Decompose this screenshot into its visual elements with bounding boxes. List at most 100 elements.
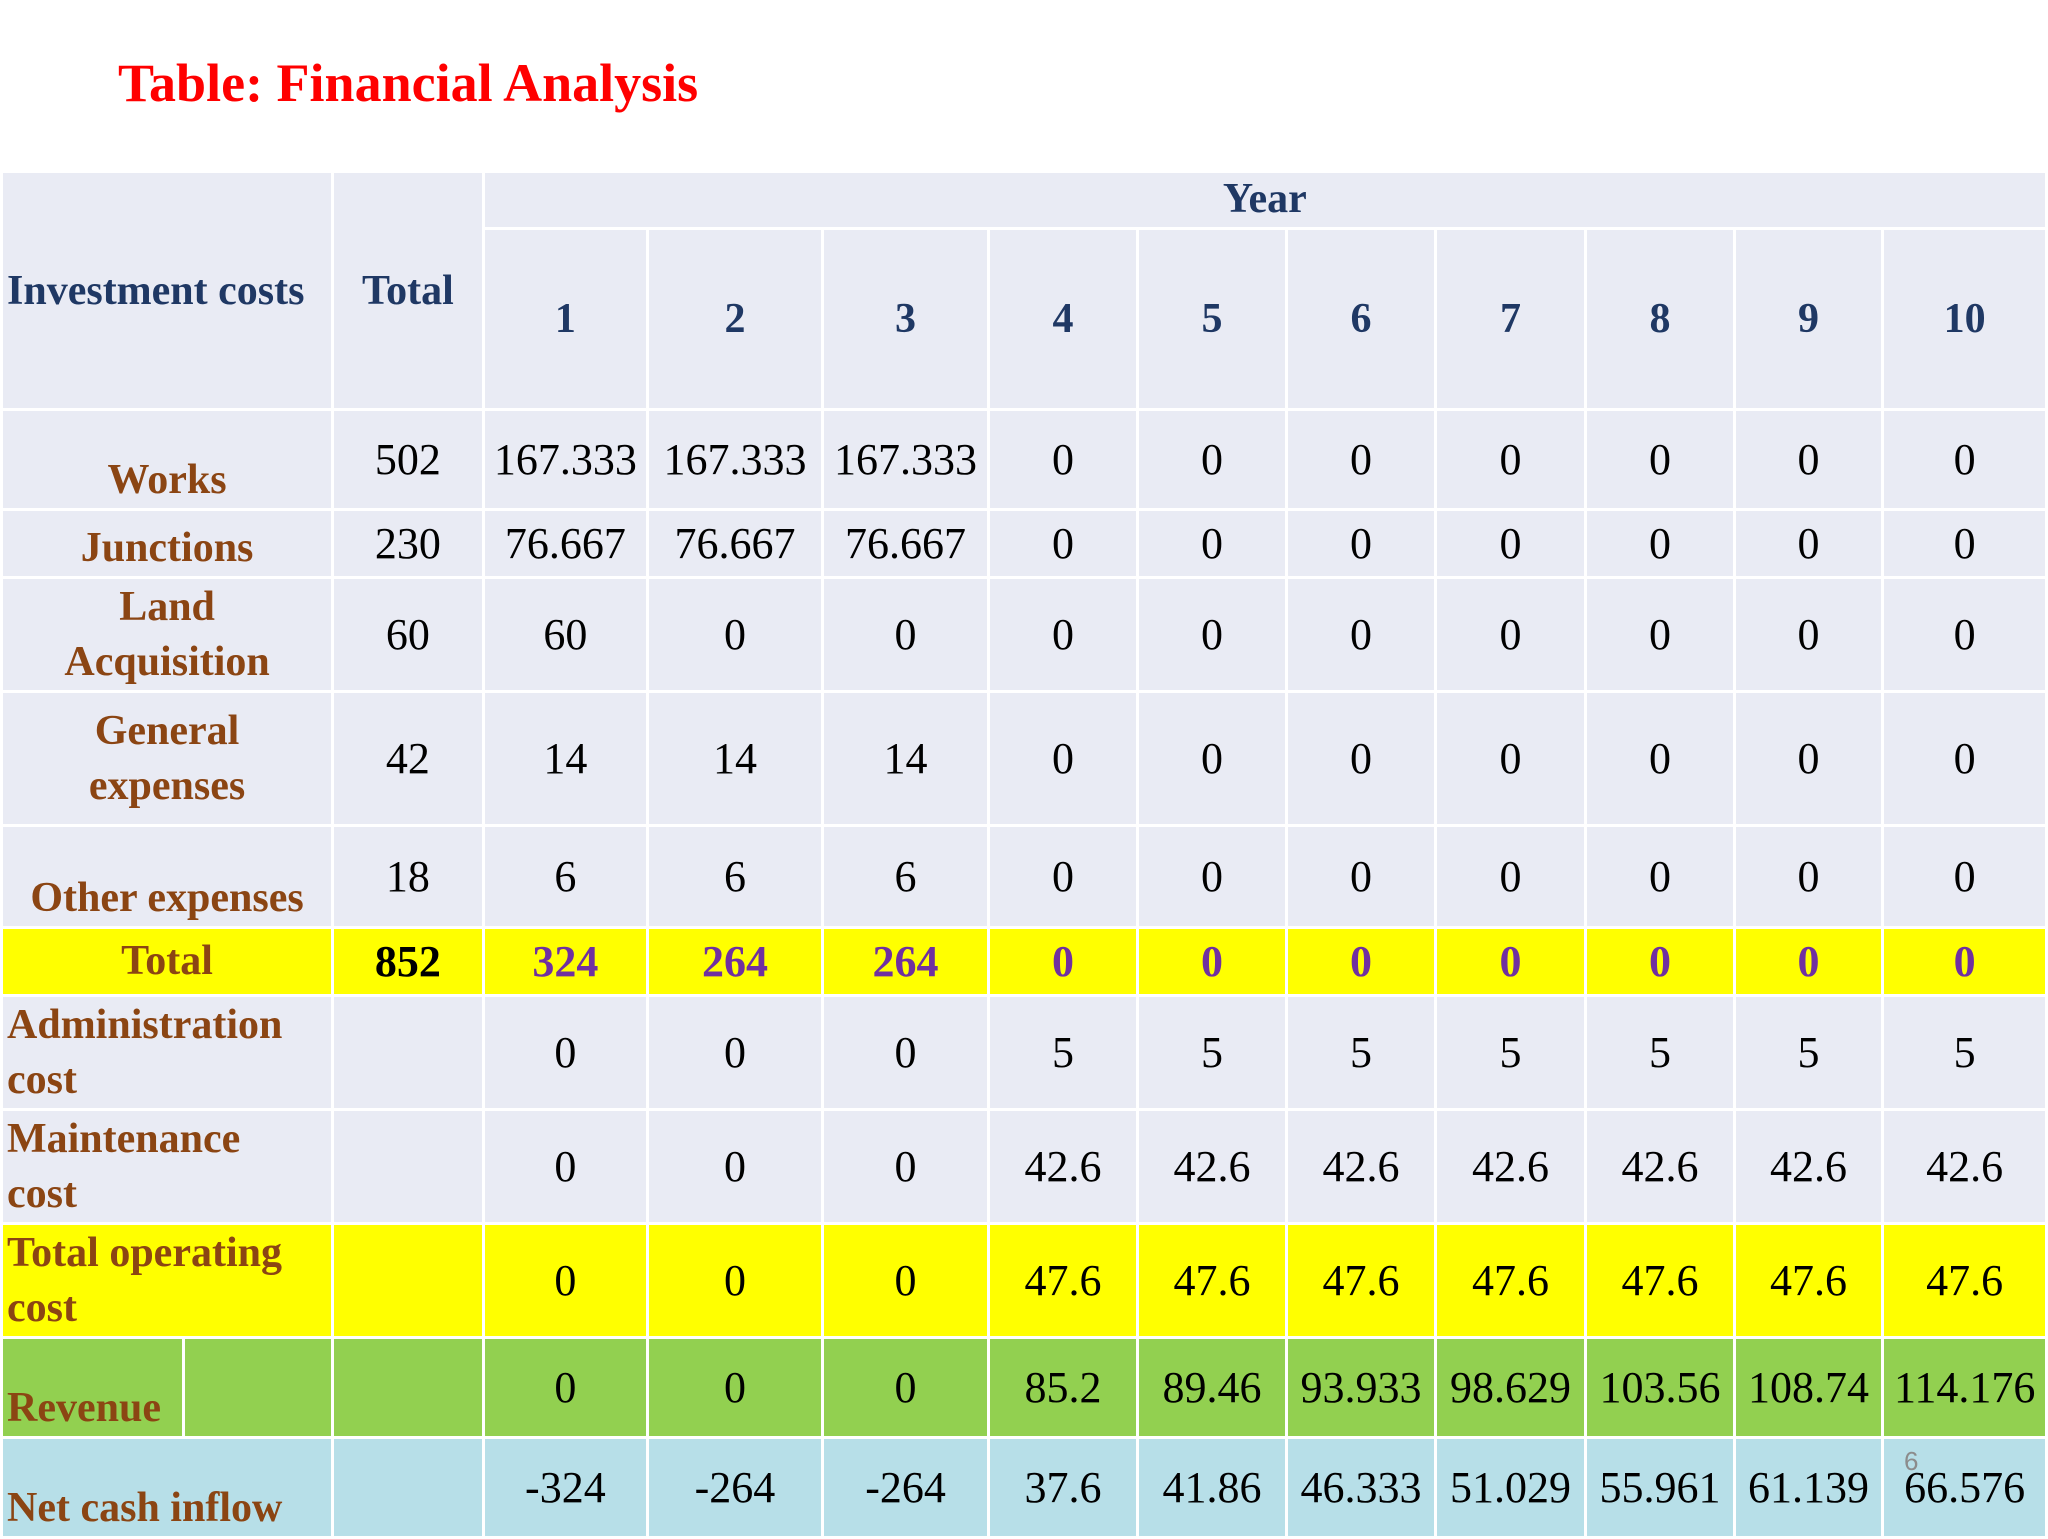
value-cell: 0 (1584, 508, 1736, 579)
row-label-revenue: Revenue (0, 1336, 185, 1439)
value-cell: 0 (987, 824, 1139, 929)
value-cell: 0 (1135, 926, 1289, 997)
table-row-land-acquisition: Land Acquisition 60 60 0 0 0 0 0 0 0 0 0 (0, 576, 2048, 693)
year-header-10: 10 (1881, 227, 2048, 411)
value-cell: 42.6 (1584, 1108, 1736, 1225)
row-label-total: Total (0, 926, 335, 997)
total-cell: 230 (331, 508, 485, 579)
row-label-works: Works (0, 408, 335, 511)
value-cell: 0 (1584, 576, 1736, 693)
value-cell: 0 (1584, 824, 1736, 929)
value-cell: 42.6 (1433, 1108, 1588, 1225)
value-cell: 5 (1732, 994, 1885, 1111)
value-cell: 0 (987, 576, 1139, 693)
value-cell: 46.333 (1285, 1436, 1437, 1539)
value-cell: 47.6 (1881, 1222, 2048, 1339)
value-cell: 14 (820, 690, 991, 827)
row-label-line: Administration (7, 1001, 283, 1048)
value-cell: 66.576 (1881, 1436, 2048, 1539)
value-cell: 0 (1881, 824, 2048, 929)
total-cell (331, 1222, 485, 1339)
table-row-net-cash-inflow: Net cash inflow -324 -264 -264 37.6 41.8… (0, 1436, 2048, 1539)
value-cell: 0 (1732, 690, 1885, 827)
value-cell: 0 (1584, 926, 1736, 997)
value-cell: -324 (481, 1436, 650, 1539)
value-cell: 0 (1732, 926, 1885, 997)
row-label-line: Acquisition (64, 638, 270, 685)
value-cell: 42.6 (1135, 1108, 1289, 1225)
value-cell: 167.333 (820, 408, 991, 511)
value-cell: 324 (481, 926, 650, 997)
value-cell: 5 (1135, 994, 1289, 1111)
table-row-total: Total 852 324 264 264 0 0 0 0 0 0 0 (0, 926, 2048, 997)
table-row-maintenance-cost: Maintenance cost 0 0 0 42.6 42.6 42.6 42.… (0, 1108, 2048, 1225)
value-cell: 14 (481, 690, 650, 827)
value-cell: 0 (1135, 824, 1289, 929)
value-cell: 6 (820, 824, 991, 929)
table-row-other-expenses: Other expenses 18 6 6 6 0 0 0 0 0 0 0 (0, 824, 2048, 929)
value-cell: 0 (1881, 576, 2048, 693)
value-cell: 5 (987, 994, 1139, 1111)
value-cell: 0 (1881, 926, 2048, 997)
value-cell: 0 (1881, 408, 2048, 511)
value-cell: 0 (1732, 824, 1885, 929)
row-label-general-expenses: General expenses (0, 690, 335, 827)
value-cell: 0 (1732, 576, 1885, 693)
page-number: 6 (1904, 1446, 1919, 1476)
investment-costs-header: Investment costs (0, 170, 335, 411)
header-row-year: Investment costs Total Year (0, 170, 2048, 411)
value-cell: 0 (481, 1336, 650, 1439)
value-cell: 93.933 (1285, 1336, 1437, 1439)
value-cell: 0 (820, 1336, 991, 1439)
year-header-6: 6 (1285, 227, 1437, 411)
value-cell: 5 (1433, 994, 1588, 1111)
value-cell: 0 (1285, 408, 1437, 511)
year-header-2: 2 (646, 227, 824, 411)
value-cell: 76.667 (646, 508, 824, 579)
year-header-8: 8 (1584, 227, 1736, 411)
value-cell: 0 (1285, 508, 1437, 579)
table-row-revenue: Revenue 0 0 0 85.2 89.46 93.933 98.629 1… (0, 1336, 2048, 1439)
table-row-total-operating-cost: Total operating cost 0 0 0 47.6 47.6 47.6… (0, 1222, 2048, 1339)
value-cell: 47.6 (1433, 1222, 1588, 1339)
value-cell: 51.029 (1433, 1436, 1588, 1539)
row-label-other-expenses: Other expenses (0, 824, 335, 929)
value-cell: 108.74 (1732, 1336, 1885, 1439)
value-cell: 76.667 (820, 508, 991, 579)
value-cell: 47.6 (987, 1222, 1139, 1339)
row-label-line: General (94, 707, 240, 754)
total-cell (331, 1108, 485, 1225)
revenue-spacer-cell (181, 1336, 335, 1439)
value-cell: 0 (1881, 508, 2048, 579)
value-cell: 0 (1135, 690, 1289, 827)
value-cell: 0 (481, 1222, 650, 1339)
value-cell: 0 (1732, 408, 1885, 511)
value-cell: 0 (646, 1108, 824, 1225)
value-cell: 60 (481, 576, 650, 693)
year-header-9: 9 (1732, 227, 1885, 411)
year-header-1: 1 (481, 227, 650, 411)
table-row-junctions: Junctions 230 76.667 76.667 76.667 0 0 0… (0, 508, 2048, 579)
value-cell: 5 (1285, 994, 1437, 1111)
value-cell: 0 (1285, 926, 1437, 997)
value-cell: 0 (646, 576, 824, 693)
value-cell: 5 (1584, 994, 1736, 1111)
value-cell: 5 (1881, 994, 2048, 1111)
slide-title: Table: Financial Analysis (118, 53, 699, 113)
row-label-line: Total operating (7, 1229, 282, 1276)
total-cell: 852 (331, 926, 485, 997)
row-label-line: Land (119, 583, 215, 630)
header-row-year-numbers: 1 2 3 4 5 6 7 8 9 10 (2, 227, 2048, 411)
row-label-line: Maintenance (7, 1115, 241, 1162)
value-cell: 47.6 (1285, 1222, 1437, 1339)
value-cell: 103.56 (1584, 1336, 1736, 1439)
value-cell: 0 (481, 994, 650, 1111)
value-cell: 0 (987, 508, 1139, 579)
value-cell: 0 (1135, 508, 1289, 579)
total-cell (331, 994, 485, 1111)
value-cell: 0 (1732, 508, 1885, 579)
value-cell: 0 (1285, 576, 1437, 693)
value-cell: 0 (481, 1108, 650, 1225)
value-cell: 0 (1135, 576, 1289, 693)
value-cell: 0 (1135, 408, 1289, 511)
